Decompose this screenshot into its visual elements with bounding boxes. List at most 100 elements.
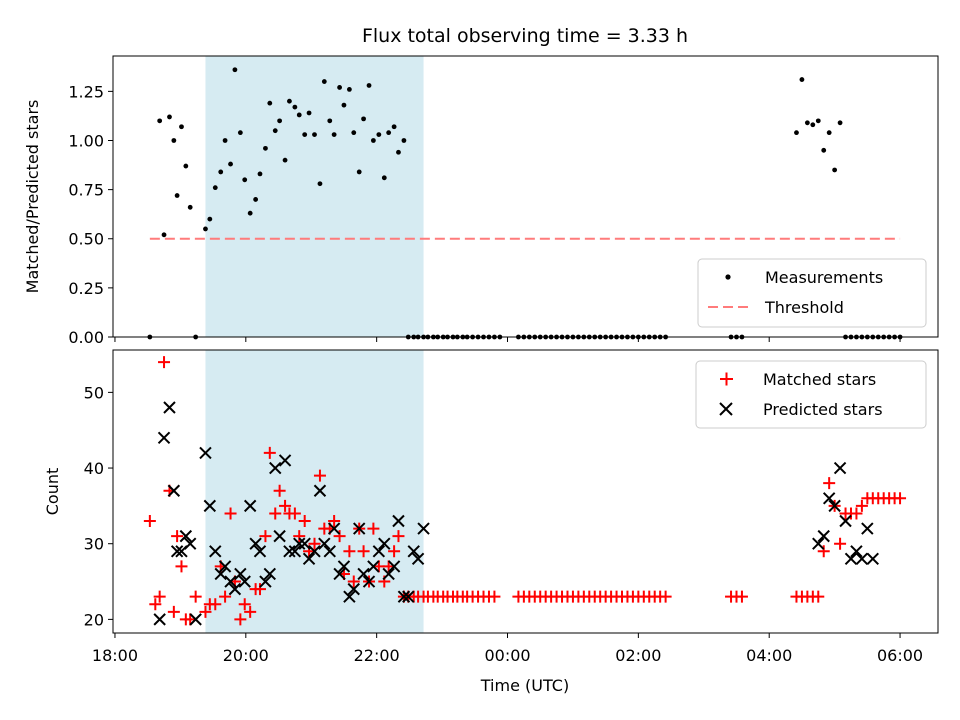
predicted-star-marker — [298, 537, 311, 550]
measurement-point — [821, 147, 827, 153]
matched-star-marker — [488, 590, 501, 603]
x-tick-label: 04:00 — [746, 646, 792, 665]
matched-star-markers — [143, 356, 907, 626]
measurement-point — [183, 163, 189, 169]
predicted-star-marker — [224, 575, 237, 588]
measurement-point — [361, 116, 366, 122]
bottom-legend: Matched stars Predicted stars — [695, 360, 927, 429]
matched-star-marker — [298, 515, 311, 528]
measurement-point — [277, 118, 283, 124]
matched-star-marker — [273, 484, 286, 497]
predicted-star-marker — [218, 560, 232, 573]
measurement-point — [257, 171, 263, 177]
matched-star-marker — [234, 613, 247, 626]
matched-star-marker — [855, 499, 868, 512]
measurement-point — [237, 130, 243, 136]
measurement-point — [815, 118, 821, 124]
matched-star-marker — [308, 537, 321, 550]
bottom-highlight-span — [205, 350, 424, 633]
predicted-star-marker — [357, 567, 370, 581]
predicted-star-marker — [828, 499, 841, 513]
measurement-point — [292, 104, 298, 110]
y-tick-label: 50 — [84, 383, 104, 402]
measurement-point — [366, 83, 372, 88]
predicted-star-marker — [417, 522, 430, 535]
measurement-point — [302, 132, 308, 138]
matched-star-marker — [823, 477, 836, 490]
matched-star-marker — [659, 590, 672, 603]
matched-star-marker — [313, 469, 326, 482]
predicted-star-marker — [302, 552, 316, 566]
matched-star-marker — [184, 613, 197, 626]
measurement-point — [203, 226, 208, 232]
matched-star-marker — [388, 545, 401, 558]
matched-star-marker — [293, 530, 306, 543]
measurement-point — [321, 79, 327, 84]
measurement-point — [272, 128, 278, 134]
predicted-star-marker — [861, 522, 874, 535]
top-x-ticks — [114, 337, 901, 342]
predicted-star-marker — [372, 545, 386, 558]
matched-legend-marker — [720, 372, 733, 386]
x-tick-label: 00:00 — [484, 646, 530, 665]
bottom-x-ticks: 18:00 20:00 22:00 00:00 02:00 04:00 06:00 — [92, 633, 923, 665]
predicted-star-marker — [839, 514, 852, 528]
predicted-star-marker — [833, 461, 847, 475]
measurement-point — [351, 130, 357, 136]
predicted-star-marker — [367, 560, 380, 573]
measurement-point — [167, 114, 172, 120]
measurement-point — [222, 138, 228, 143]
y-tick-label: 20 — [84, 610, 104, 629]
measurement-point — [296, 112, 302, 118]
measurement-point — [799, 77, 805, 82]
matched-star-marker — [224, 507, 237, 520]
matched-star-marker — [153, 590, 166, 603]
measurement-point — [826, 130, 832, 136]
predicted-star-marker — [327, 522, 341, 535]
matched-star-marker — [171, 530, 184, 543]
predicted-star-marker — [308, 545, 321, 558]
top-legend-box — [697, 258, 927, 328]
predicted-star-markers — [153, 401, 880, 626]
predicted-legend-label: Predicted stars — [763, 400, 883, 419]
predicted-star-marker — [323, 545, 336, 558]
predicted-star-marker — [249, 537, 262, 550]
y-tick-label: 30 — [84, 535, 104, 554]
predicted-star-marker — [850, 545, 863, 558]
measurement-point — [396, 149, 401, 155]
predicted-star-marker — [183, 537, 197, 550]
predicted-star-marker — [228, 582, 242, 596]
matched-star-marker — [834, 537, 847, 550]
predicted-star-marker — [382, 567, 395, 581]
matched-star-marker — [850, 507, 863, 520]
y-tick-label: 0.50 — [68, 230, 104, 249]
matched-star-marker — [259, 530, 272, 543]
predicted-star-marker — [179, 529, 193, 543]
matched-star-marker — [343, 545, 356, 558]
measurement-point — [207, 216, 213, 222]
measurement-point — [157, 118, 163, 124]
predicted-star-marker — [347, 582, 360, 596]
predicted-star-marker — [278, 454, 292, 467]
predicted-star-marker — [153, 613, 166, 626]
measurement-point — [370, 138, 376, 143]
measurement-point — [317, 181, 323, 187]
matched-star-marker — [167, 605, 180, 618]
predicted-star-marker — [822, 492, 836, 505]
predicted-star-marker — [170, 545, 184, 558]
measurement-point — [247, 210, 253, 216]
predicted-star-marker — [163, 401, 176, 414]
predicted-legend-marker — [719, 402, 733, 416]
bottom-y-ticks: 20 30 40 50 — [84, 383, 113, 629]
measurement-point — [253, 197, 259, 202]
matched-star-marker — [219, 590, 232, 603]
matched-star-marker — [158, 356, 171, 369]
measurements-legend-marker — [725, 274, 731, 280]
measurement-point — [282, 157, 288, 163]
predicted-star-marker — [333, 567, 346, 581]
predicted-star-marker — [234, 567, 247, 581]
matched-star-marker — [894, 492, 907, 505]
y-tick-label: 0.25 — [68, 279, 104, 298]
matched-star-marker — [333, 530, 346, 543]
predicted-star-marker — [263, 567, 277, 581]
